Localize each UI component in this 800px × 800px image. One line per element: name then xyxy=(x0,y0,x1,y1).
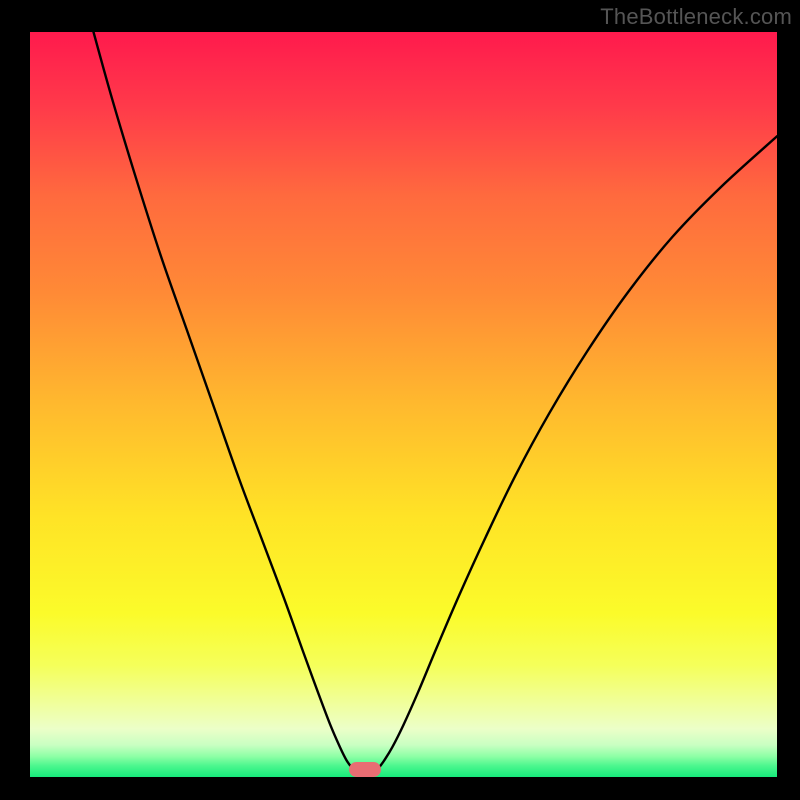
chart-frame: TheBottleneck.com xyxy=(0,0,800,800)
minimum-marker xyxy=(349,762,381,777)
bottleneck-curve xyxy=(30,32,777,777)
plot-area xyxy=(30,32,777,777)
curve-right-branch xyxy=(378,136,777,769)
curve-left-branch xyxy=(94,32,353,769)
watermark-text: TheBottleneck.com xyxy=(600,4,792,30)
